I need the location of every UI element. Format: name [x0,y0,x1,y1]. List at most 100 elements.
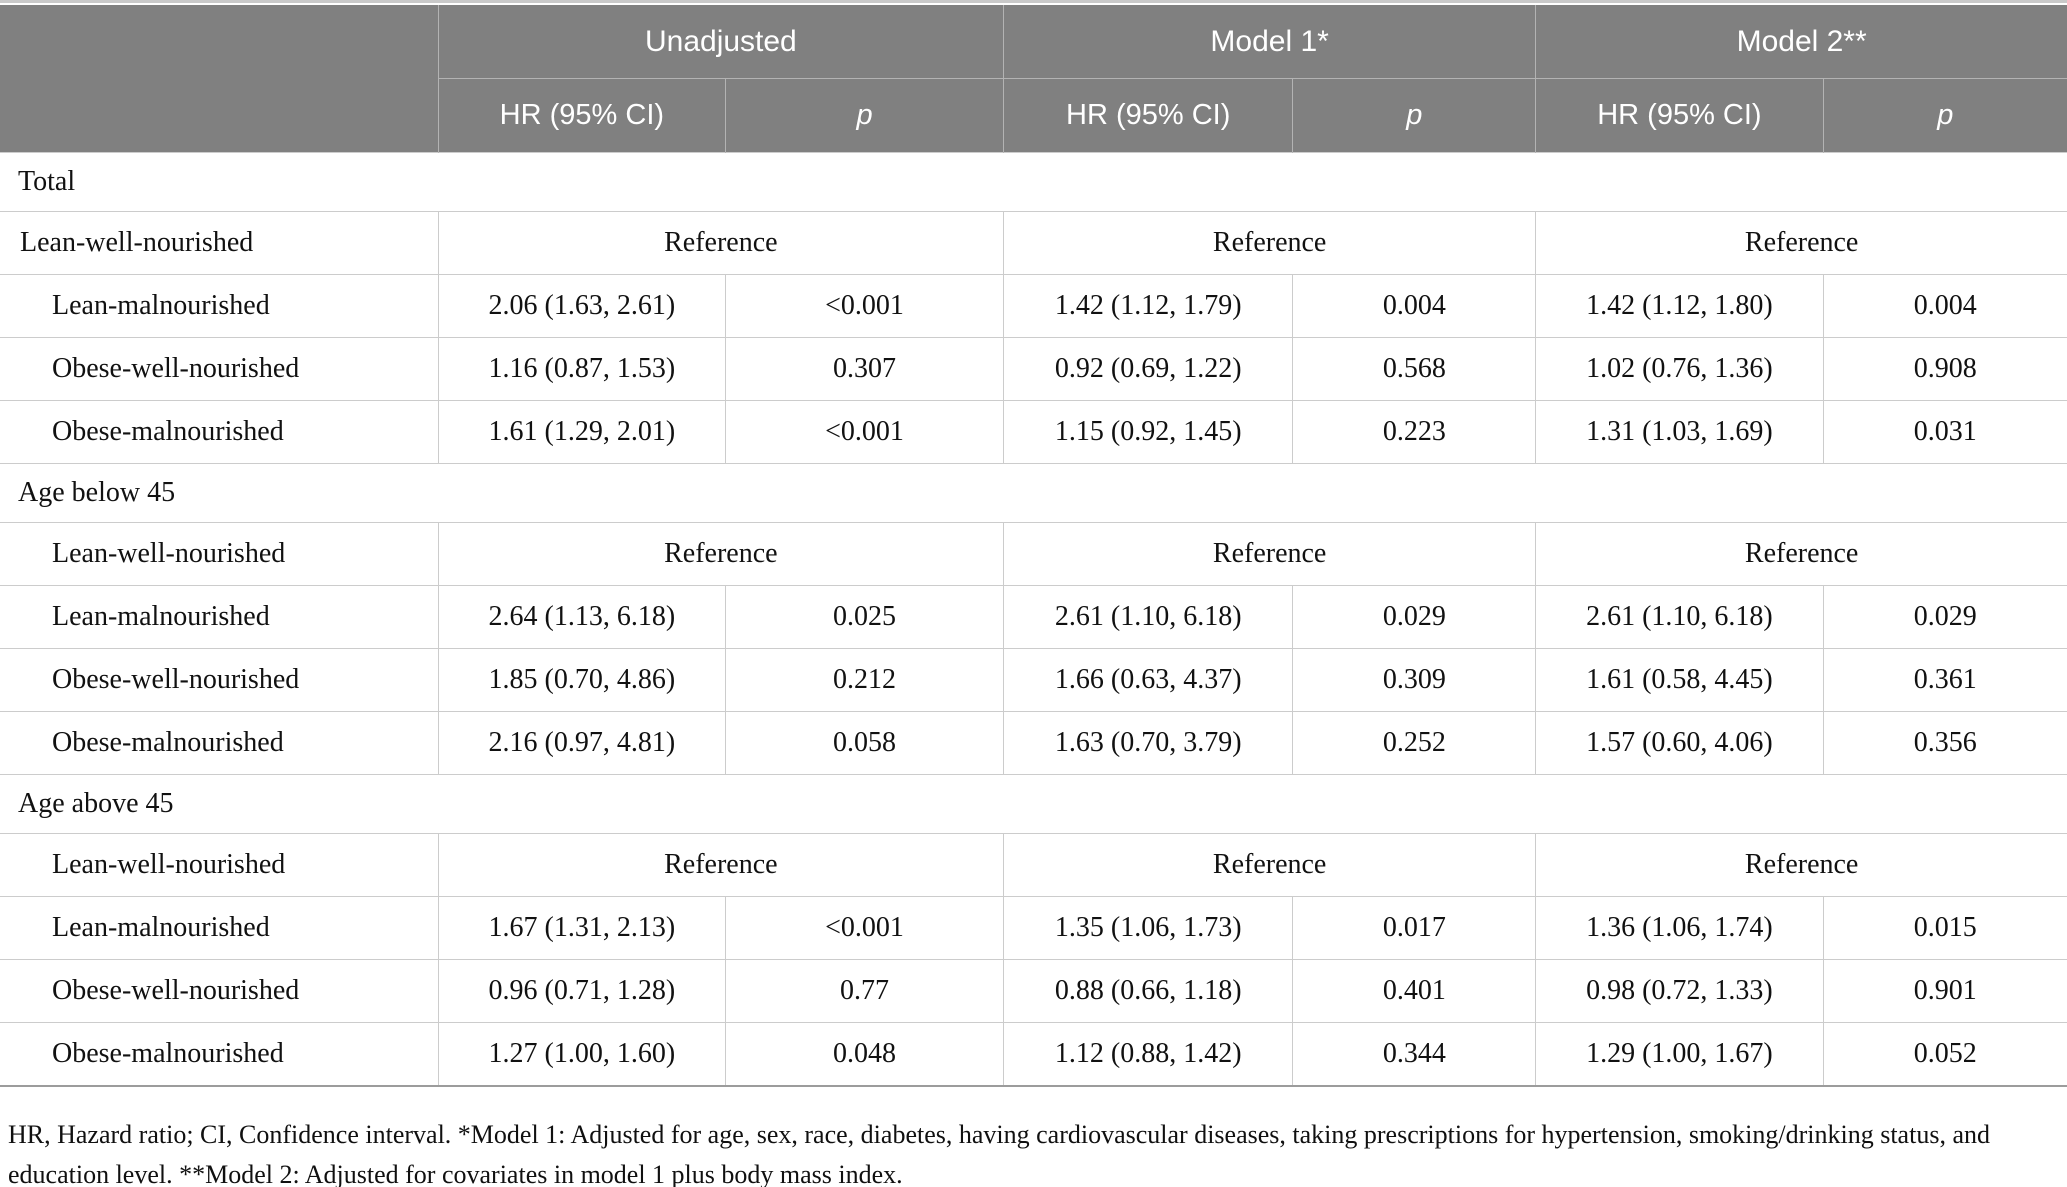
hr-cell: 1.61 (1.29, 2.01) [437,400,726,464]
p-cell: 0.029 [1292,585,1536,649]
row-label: Obese-malnourished [0,400,439,464]
hr-cell: 0.96 (0.71, 1.28) [437,959,726,1023]
hr-cell: 1.85 (0.70, 4.86) [437,648,726,712]
row-label: Lean-malnourished [0,896,439,960]
table-footnote: HR, Hazard ratio; CI, Confidence interva… [8,1120,1990,1187]
hr-cell: 0.98 (0.72, 1.33) [1535,959,1824,1023]
p-label: p [1937,99,1954,131]
row-label: Lean-well-nourished [0,833,439,897]
p-cell: <0.001 [725,400,1004,464]
section-title: Age above 45 [0,774,2067,834]
table-row: Obese-malnourished 2.16 (0.97, 4.81) 0.058… [0,711,2067,775]
p-cell: 0.004 [1292,274,1536,338]
reference-cell: Reference [1003,833,1536,897]
col-header-hr-model1: HR (95% CI) [1003,78,1293,153]
p-cell: 0.048 [725,1022,1004,1087]
p-cell: 0.344 [1292,1022,1536,1087]
section-row: Age above 45 [0,774,2067,834]
p-cell: 0.223 [1292,400,1536,464]
table-top-rule [0,0,2067,3]
p-label: p [856,99,873,131]
hr-cell: 1.16 (0.87, 1.53) [437,337,726,401]
row-label: Lean-malnourished [0,585,439,649]
p-label: p [1406,99,1423,131]
row-label: Obese-malnourished [0,711,439,775]
header-empty-cell [0,5,439,153]
p-cell: 0.77 [725,959,1004,1023]
reference-cell: Reference [437,833,1004,897]
row-label: Lean-malnourished [0,274,439,338]
hr-cell: 1.27 (1.00, 1.60) [437,1022,726,1087]
p-cell: 0.025 [725,585,1004,649]
header-sub-row: HR (95% CI) p HR (95% CI) p HR (95% CI) … [0,78,2067,153]
hr-cell: 1.57 (0.60, 4.06) [1535,711,1824,775]
p-cell: 0.017 [1292,896,1536,960]
hr-cell: 2.61 (1.10, 6.18) [1535,585,1824,649]
section-row: Total [0,152,2067,212]
col-group-model2: Model 2** [1535,5,2067,79]
col-group-unadjusted: Unadjusted [437,5,1004,79]
table-row: Lean-malnourished 2.64 (1.13, 6.18) 0.025 2… [0,585,2067,649]
p-cell: <0.001 [725,274,1004,338]
col-header-p-unadjusted: p [725,78,1004,153]
p-cell: 0.361 [1822,648,2067,712]
hr-cell: 1.42 (1.12, 1.79) [1003,274,1293,338]
col-header-hr-model2: HR (95% CI) [1535,78,1824,153]
reference-cell: Reference [1535,522,2067,586]
section-title: Total [0,152,2067,212]
p-cell: 0.309 [1292,648,1536,712]
hr-cell: 1.63 (0.70, 3.79) [1003,711,1293,775]
hr-cell: 0.92 (0.69, 1.22) [1003,337,1293,401]
hr-cell: 1.02 (0.76, 1.36) [1535,337,1824,401]
p-cell: 0.004 [1822,274,2067,338]
p-cell: 0.307 [725,337,1004,401]
p-cell: 0.058 [725,711,1004,775]
p-cell: <0.001 [725,896,1004,960]
table-row: Lean-malnourished 2.06 (1.63, 2.61) <0.001… [0,274,2067,338]
reference-row: Lean-well-nourished Reference Reference Ref… [0,211,2067,275]
hr-cell: 2.16 (0.97, 4.81) [437,711,726,775]
p-cell: 0.901 [1822,959,2067,1023]
p-cell: 0.356 [1822,711,2067,775]
col-group-model1: Model 1* [1003,5,1536,79]
hr-cell: 1.15 (0.92, 1.45) [1003,400,1293,464]
reference-cell: Reference [437,211,1004,275]
hr-cell: 1.35 (1.06, 1.73) [1003,896,1293,960]
hr-cell: 1.42 (1.12, 1.80) [1535,274,1824,338]
row-label: Obese-well-nourished [0,648,439,712]
table-row: Obese-well-nourished 1.85 (0.70, 4.86) 0.2… [0,648,2067,712]
p-cell: 0.252 [1292,711,1536,775]
col-header-p-model2: p [1822,78,2067,153]
p-cell: 0.031 [1822,400,2067,464]
hr-cell: 0.88 (0.66, 1.18) [1003,959,1293,1023]
table-row: Obese-well-nourished 1.16 (0.87, 1.53) 0.3… [0,337,2067,401]
hr-cell: 2.61 (1.10, 6.18) [1003,585,1293,649]
hr-cell: 1.61 (0.58, 4.45) [1535,648,1824,712]
hr-cell: 1.67 (1.31, 2.13) [437,896,726,960]
row-label: Obese-well-nourished [0,337,439,401]
p-cell: 0.029 [1822,585,2067,649]
p-cell: 0.401 [1292,959,1536,1023]
p-cell: 0.052 [1822,1022,2067,1087]
results-table: Unadjusted Model 1* Model 2** HR (95% CI… [0,5,2067,1087]
table-row: Obese-malnourished 1.27 (1.00, 1.60) 0.048… [0,1022,2067,1087]
row-label: Obese-malnourished [0,1022,439,1087]
p-cell: 0.212 [725,648,1004,712]
col-header-hr-unadjusted: HR (95% CI) [437,78,726,153]
hr-cell: 1.29 (1.00, 1.67) [1535,1022,1824,1087]
row-label: Lean-well-nourished [0,522,439,586]
p-cell: 0.908 [1822,337,2067,401]
table-row: Lean-malnourished 1.67 (1.31, 2.13) <0.001… [0,896,2067,960]
reference-cell: Reference [437,522,1004,586]
table-row: Obese-well-nourished 0.96 (0.71, 1.28) 0.7… [0,959,2067,1023]
hr-cell: 1.12 (0.88, 1.42) [1003,1022,1293,1087]
reference-cell: Reference [1003,211,1536,275]
p-cell: 0.568 [1292,337,1536,401]
p-cell: 0.015 [1822,896,2067,960]
reference-row: Lean-well-nourished Reference Reference Ref… [0,522,2067,586]
row-label: Obese-well-nourished [0,959,439,1023]
table-row: Obese-malnourished 1.61 (1.29, 2.01) <0.00… [0,400,2067,464]
hr-cell: 1.31 (1.03, 1.69) [1535,400,1824,464]
table-body: Total Lean-well-nourished Reference Referen… [0,152,2067,1087]
